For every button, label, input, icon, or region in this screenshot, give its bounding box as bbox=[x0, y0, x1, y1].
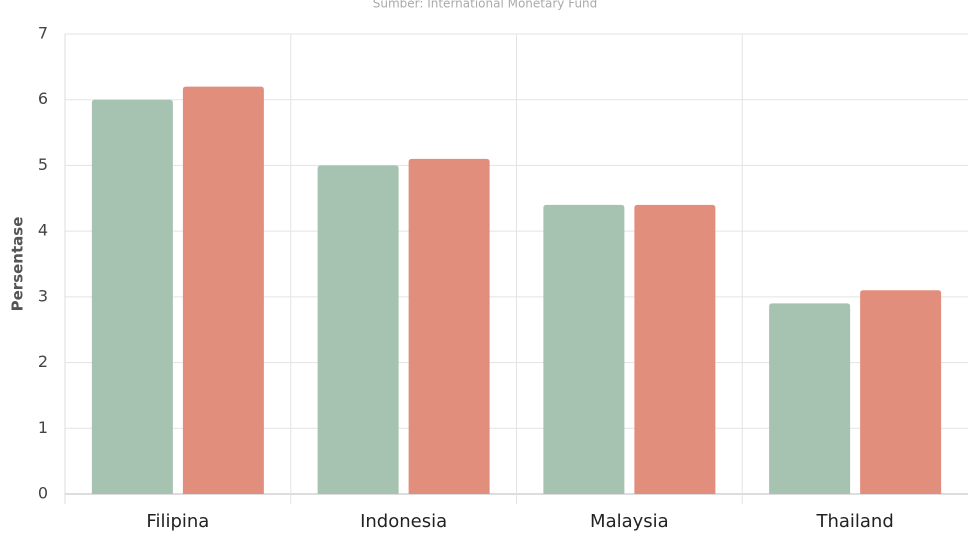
bar bbox=[860, 290, 942, 494]
y-tick-label: 2 bbox=[38, 352, 48, 371]
bar bbox=[317, 165, 399, 494]
y-tick-label: 6 bbox=[38, 89, 48, 108]
y-tick-label: 5 bbox=[38, 155, 48, 174]
bar bbox=[91, 99, 173, 494]
x-tick-label: Filipina bbox=[146, 511, 209, 532]
y-tick-label: 4 bbox=[38, 221, 48, 240]
y-tick-label: 1 bbox=[38, 418, 48, 437]
y-tick-label: 3 bbox=[38, 286, 48, 305]
bar bbox=[634, 204, 716, 494]
x-tick-label: Thailand bbox=[815, 511, 893, 532]
y-tick-label: 7 bbox=[38, 24, 48, 43]
chart-subtitle: Sumber: International Monetary Fund bbox=[373, 0, 598, 11]
bar bbox=[182, 86, 264, 495]
y-axis-label: Persentase bbox=[9, 217, 27, 312]
bar bbox=[408, 158, 490, 494]
bar bbox=[543, 204, 625, 494]
x-tick-label: Indonesia bbox=[360, 511, 447, 532]
y-tick-label: 0 bbox=[38, 484, 48, 503]
x-tick-label: Malaysia bbox=[590, 511, 669, 532]
bar bbox=[769, 303, 851, 494]
